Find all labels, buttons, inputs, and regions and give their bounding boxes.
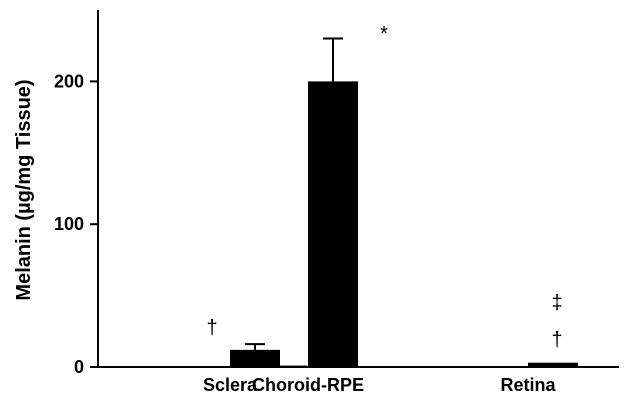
- bar-retina-series-2: [528, 362, 578, 367]
- bar-choroid-rpe-series-2: [308, 81, 358, 368]
- y-ticks: 0 100 200: [54, 71, 98, 377]
- bar-sclera-series-2: [230, 349, 280, 367]
- bars: [230, 37, 578, 368]
- significance-marker: †: [551, 329, 562, 351]
- y-tick-label: 100: [54, 214, 84, 234]
- y-tick-label: 0: [74, 357, 84, 377]
- significance-marker: †: [206, 317, 217, 339]
- x-category-label: Sclera: [203, 375, 258, 395]
- annotations: † * ‡ †: [206, 23, 562, 351]
- x-category-label: Choroid-RPE: [252, 375, 364, 395]
- bar-choroid-rpe-series-1: [257, 365, 307, 367]
- y-tick-label: 200: [54, 71, 84, 91]
- y-axis-title: Melanin (µg/mg Tissue): [13, 79, 35, 300]
- significance-marker: *: [380, 23, 388, 45]
- significance-marker: ‡: [551, 292, 562, 314]
- x-category-label: Retina: [500, 375, 556, 395]
